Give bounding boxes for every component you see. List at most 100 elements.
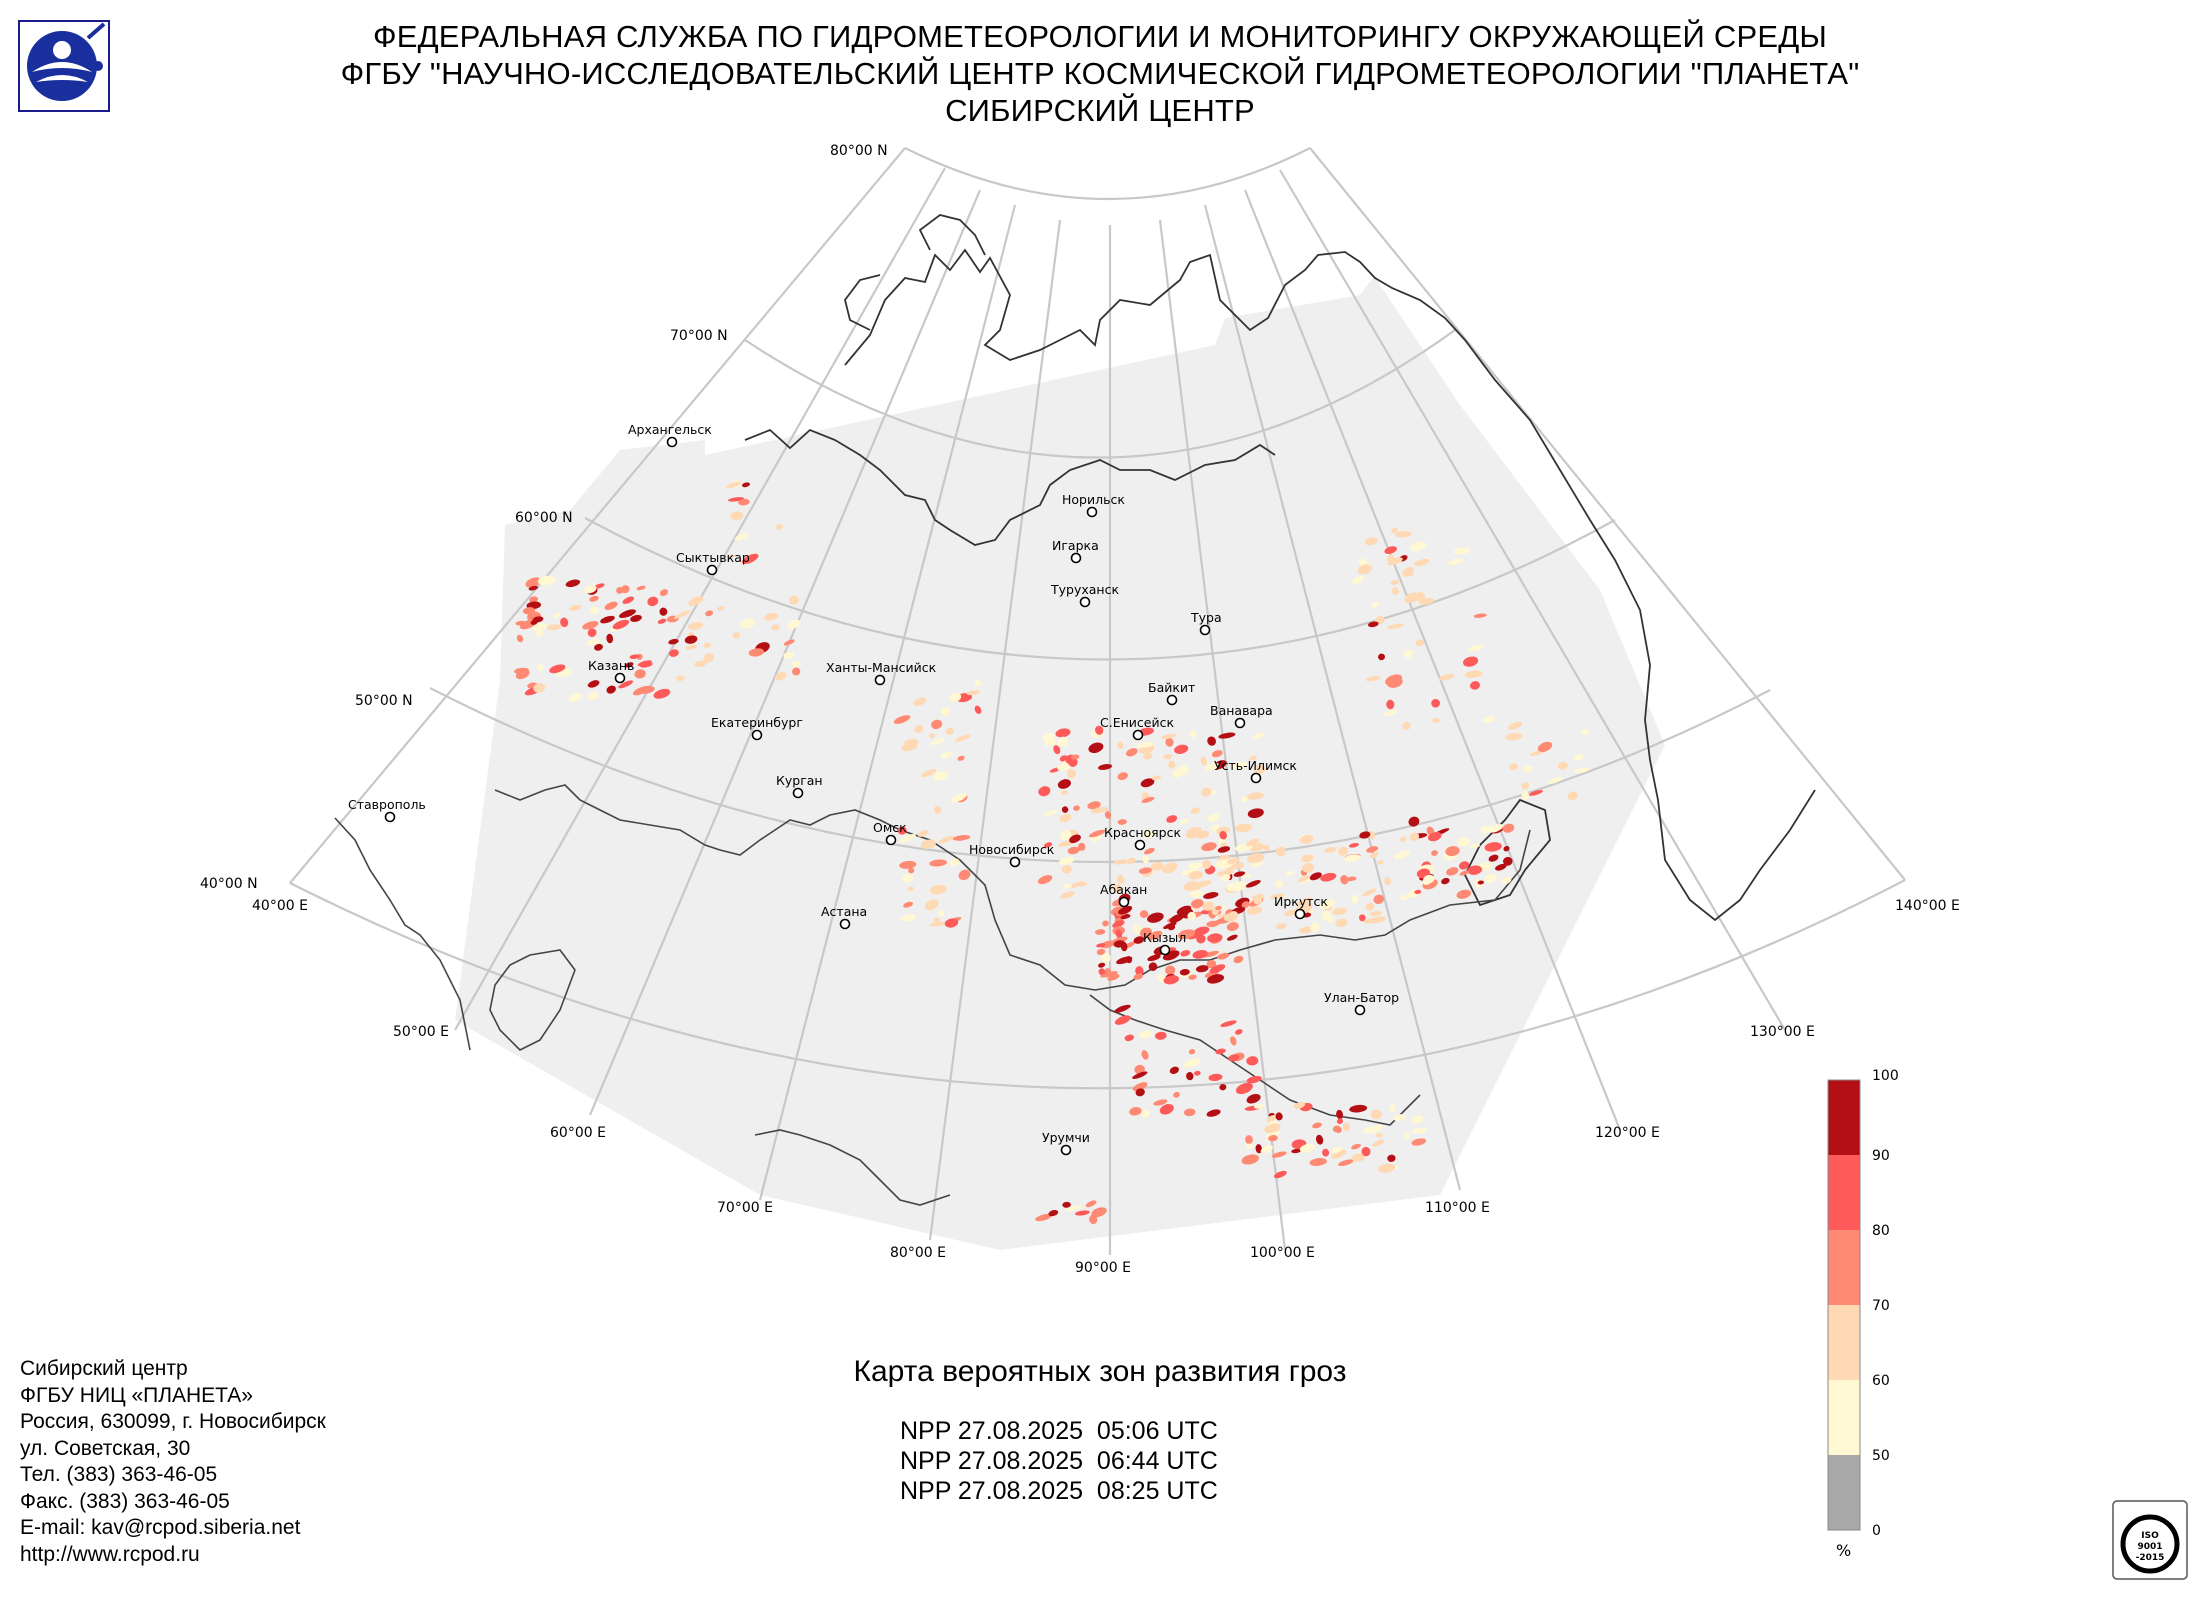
- storm-cell: [1291, 1148, 1302, 1154]
- storm-cell: [933, 917, 941, 922]
- storm-cell: [1411, 1128, 1428, 1134]
- lon-label-100: 100°00 E: [1250, 1245, 1315, 1261]
- storm-cell: [1501, 876, 1512, 885]
- storm-cell: [1163, 975, 1180, 985]
- city-marker: [1009, 856, 1021, 868]
- storm-cell: [1100, 971, 1118, 978]
- storm-cell: [1503, 856, 1513, 866]
- storm-cell: [1241, 901, 1250, 908]
- storm-cell: [1207, 933, 1223, 943]
- contact-website-link[interactable]: http://www.rcpod.ru: [20, 1542, 200, 1566]
- lon-label-70: 70°00 E: [717, 1200, 773, 1216]
- storm-cell: [1264, 1131, 1281, 1139]
- storm-cell: [1362, 888, 1377, 897]
- storm-cell: [1096, 943, 1106, 948]
- storm-cell: [1153, 1099, 1168, 1106]
- storm-cell: [1470, 681, 1480, 690]
- storm-cell: [1414, 889, 1422, 895]
- storm-cell: [1273, 1170, 1287, 1179]
- storm-cell: [1230, 1036, 1237, 1046]
- storm-cell: [1309, 872, 1322, 881]
- storm-cell: [1044, 737, 1056, 747]
- storm-cell: [1088, 742, 1104, 754]
- storm-cell: [1066, 769, 1077, 779]
- storm-cell: [1091, 1207, 1107, 1218]
- storm-cell: [1075, 1210, 1090, 1216]
- storm-cell: [1219, 1084, 1227, 1091]
- header: ФЕДЕРАЛЬНАЯ СЛУЖБА ПО ГИДРОМЕТЕОРОЛОГИИ …: [150, 18, 2050, 129]
- storm-cell: [1148, 962, 1158, 972]
- storm-cell: [1104, 811, 1112, 819]
- storm-cell: [532, 622, 548, 631]
- lon-label-60: 60°00 E: [550, 1125, 606, 1141]
- storm-cell: [1228, 1054, 1240, 1062]
- city-label: Красноярск: [1104, 825, 1181, 840]
- storm-cell: [899, 833, 916, 843]
- storm-cell: [1124, 1034, 1135, 1042]
- storm-cell: [1254, 764, 1266, 775]
- storm-cell: [659, 607, 668, 616]
- storm-cell: [730, 511, 744, 521]
- storm-cell: [1241, 795, 1248, 803]
- storm-cell: [1478, 862, 1493, 871]
- storm-cell: [1503, 846, 1510, 852]
- storm-cell: [1369, 911, 1382, 917]
- storm-cell: [1186, 1072, 1194, 1081]
- storm-cell: [913, 697, 927, 706]
- legend-swatch-90-100: [1828, 1080, 1860, 1155]
- storm-cell: [1043, 842, 1053, 848]
- storm-cell: [1202, 903, 1215, 911]
- storm-cell: [1211, 750, 1223, 758]
- storm-cell: [1270, 893, 1285, 900]
- storm-cell: [515, 669, 530, 680]
- storm-cell: [930, 738, 945, 746]
- pass-line: NPP 27.08.2025 08:25 UTC: [900, 1477, 1218, 1505]
- city-marker: [1079, 596, 1091, 608]
- storm-cell: [726, 481, 742, 489]
- storm-cell: [1373, 894, 1385, 904]
- storm-cell: [1312, 1122, 1322, 1129]
- storm-cell: [582, 621, 599, 630]
- storm-cell: [1358, 914, 1366, 922]
- lat-label-70: 70°00 N: [670, 328, 728, 344]
- iso-text: ISO: [2141, 1531, 2159, 1541]
- storm-cell: [622, 596, 635, 604]
- city-marker: [1294, 908, 1306, 920]
- city-marker: [1159, 944, 1171, 956]
- city-markers: Архангельск Сыктывкар Норильск Игарка Туруха…: [348, 422, 1399, 1156]
- storm-cell: [764, 612, 779, 621]
- storm-cell: [659, 589, 669, 597]
- storm-cell: [1358, 558, 1367, 565]
- storm-cell: [1097, 764, 1113, 770]
- storm-cell: [1166, 815, 1178, 823]
- storm-cell: [1389, 1104, 1396, 1113]
- storm-cell: [1139, 927, 1153, 938]
- storm-cell: [1201, 787, 1212, 797]
- legend-tick-60: 60: [1872, 1373, 1890, 1389]
- storm-cell: [1113, 940, 1125, 948]
- storm-cell: [1387, 1154, 1396, 1162]
- contact-email[interactable]: E-mail: kav@rcpod.siberia.net: [20, 1516, 301, 1539]
- storm-cell: [940, 751, 953, 759]
- lon-label-80: 80°00 E: [890, 1245, 946, 1261]
- storm-cell: [634, 669, 646, 679]
- storm-cell: [734, 533, 748, 541]
- storm-cell: [954, 734, 971, 742]
- storm-cell: [1367, 621, 1379, 628]
- storm-cell: [1061, 865, 1072, 874]
- storm-cell: [616, 586, 624, 594]
- storm-cell: [1217, 846, 1231, 853]
- storm-cell: [1456, 889, 1472, 899]
- storm-cell: [727, 553, 734, 559]
- storm-cell: [594, 643, 603, 651]
- storm-cell: [1402, 721, 1411, 730]
- storm-cell: [1043, 809, 1058, 817]
- storm-cell: [1459, 870, 1470, 876]
- storm-cell: [1473, 613, 1487, 618]
- storm-cell: [637, 660, 652, 667]
- city-marker: [1166, 694, 1178, 706]
- storm-cell: [1351, 1153, 1366, 1162]
- city-marker: [706, 564, 718, 576]
- storm-cell: [1127, 857, 1136, 865]
- city-label: Улан-Батор: [1324, 990, 1399, 1005]
